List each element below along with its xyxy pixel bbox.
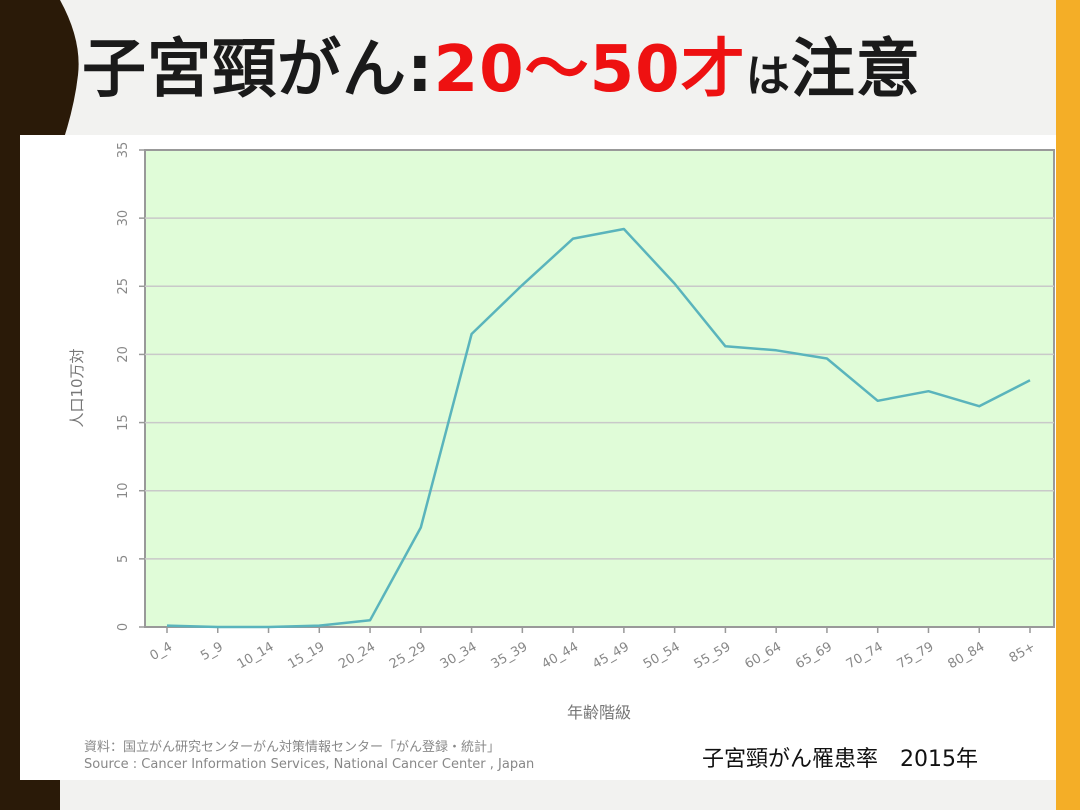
x-tick-label: 55_59: [692, 639, 734, 672]
x-tick-label: 20_24: [336, 639, 378, 672]
left-accent-curve: [0, 0, 79, 150]
x-tick-label: 25_29: [387, 639, 429, 672]
x-tick-label: 70_74: [844, 639, 886, 672]
source-note: 資料：国立がん研究センターがん対策情報センター「がん登録・統計」 Source …: [84, 739, 534, 773]
x-tick-label: 10_14: [235, 639, 277, 672]
y-tick-label: 10: [116, 482, 131, 499]
x-axis-label: 年齢階級: [567, 703, 631, 722]
x-tick-label: 60_64: [742, 639, 784, 672]
line-chart: 0 5 10 15 20 25 30 35 0_4 5_9 10_14 15_19 20_24 25_2…: [68, 142, 1055, 722]
title-main: 子宮頸がん:: [82, 33, 434, 107]
series-line: [166, 227, 1031, 629]
x-tick-label: 30_34: [438, 639, 480, 672]
title-accent: 20～50才: [433, 33, 746, 107]
x-tick-label: 75_79: [895, 639, 937, 672]
source-line-jp: 資料：国立がん研究センターがん対策情報センター「がん登録・統計」: [84, 740, 501, 755]
x-tick-label: 5_9: [198, 639, 225, 664]
x-tick-label: 85+: [1007, 639, 1038, 666]
x-tick-label: 40_44: [539, 639, 581, 672]
y-axis-label: 人口10万対: [68, 348, 86, 427]
x-tick-label: 50_54: [641, 639, 683, 672]
title-particle: は: [745, 51, 791, 102]
x-tick-label: 0_4: [148, 639, 175, 664]
y-tick-label: 15: [116, 414, 131, 431]
x-tick-label: 15_19: [286, 639, 328, 672]
y-tick-label: 25: [116, 278, 131, 295]
y-tick-label: 5: [116, 555, 131, 563]
x-tick-label: 45_49: [590, 639, 632, 672]
x-tick-label: 65_69: [793, 639, 835, 672]
chart-caption: 子宮頸がん罹患率 2015年: [702, 747, 978, 772]
x-axis-ticks: 0_4 5_9 10_14 15_19 20_24 25_29 30_34 35_39 40_4…: [148, 627, 1038, 672]
x-tick-label: 80_84: [945, 639, 987, 672]
y-tick-label: 0: [116, 623, 131, 631]
grid-lines: [145, 217, 1054, 560]
y-tick-label: 20: [116, 346, 131, 363]
plot-area: [144, 149, 1055, 628]
right-accent-bar: [1056, 0, 1080, 810]
y-tick-label: 30: [116, 210, 131, 227]
y-tick-label: 35: [116, 142, 131, 159]
title-end: 注意: [790, 33, 921, 107]
x-tick-label: 35_39: [489, 639, 531, 672]
source-line-en: Source : Cancer Information Services, Na…: [84, 757, 535, 772]
y-axis-ticks: 0 5 10 15 20 25 30 35: [116, 142, 145, 631]
chart-panel: 0 5 10 15 20 25 30 35 0_4 5_9 10_14 15_19 20_24 25_2…: [20, 135, 1056, 780]
slide-title: 子宮頸がん:20～50才は注意: [82, 18, 921, 108]
